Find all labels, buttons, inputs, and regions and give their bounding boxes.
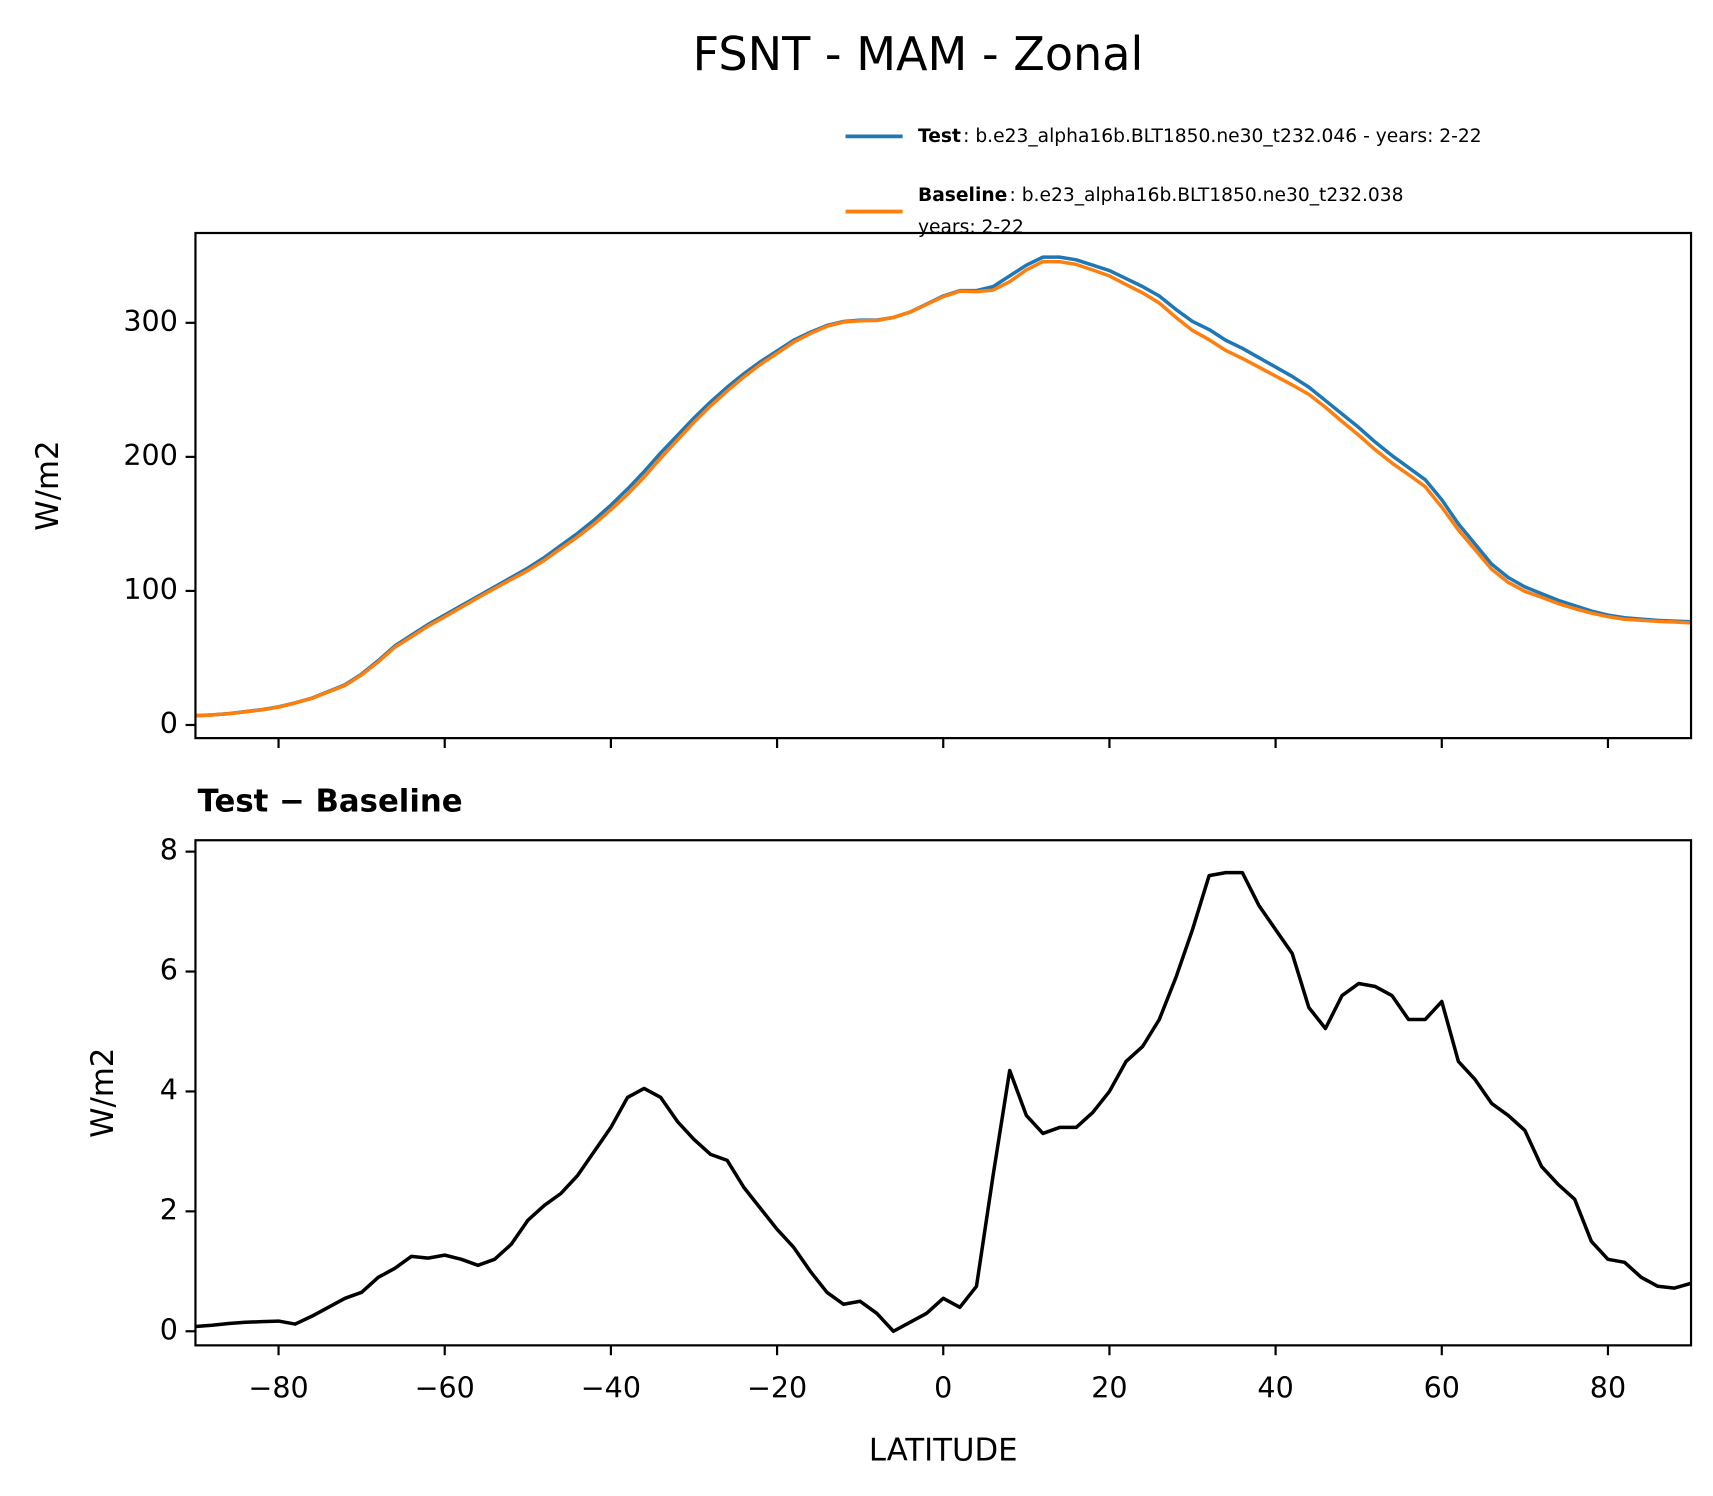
y-axis-label: W/m2	[30, 440, 66, 530]
x-tick-label: −40	[581, 1370, 641, 1404]
data-line	[195, 255, 1692, 718]
legend-description: years: 2-22	[918, 217, 1024, 238]
subplot-title: Test − Baseline	[198, 783, 463, 819]
y-tick-label: 6	[160, 953, 178, 987]
axes-frame	[194, 839, 1693, 1347]
x-tick-label: 20	[1091, 1370, 1127, 1404]
y-axis-label: W/m2	[85, 1048, 121, 1138]
y-tick-label: 0	[160, 706, 178, 740]
legend-description: : b.e23_alpha16b.BLT1850.ne30_t232.038	[1009, 185, 1403, 206]
x-tick-label: 40	[1257, 1370, 1293, 1404]
data-line	[195, 259, 1692, 718]
x-tick-label: −60	[415, 1370, 475, 1404]
x-tick-label: 0	[934, 1370, 952, 1404]
data-line	[195, 870, 1692, 1334]
legend-name: Test	[918, 126, 961, 147]
y-tick-label: 2	[160, 1192, 178, 1226]
y-tick-label: 0	[160, 1312, 178, 1346]
x-tick-label: 60	[1424, 1370, 1460, 1404]
chart-title: FSNT - MAM - Zonal	[693, 27, 1144, 81]
x-axis-label: LATITUDE	[869, 1432, 1018, 1468]
y-tick-label: 200	[123, 438, 177, 472]
y-tick-label: 300	[123, 304, 177, 338]
y-tick-label: 4	[160, 1072, 178, 1106]
x-tick-label: −80	[248, 1370, 308, 1404]
legend-description: : b.e23_alpha16b.BLT1850.ne30_t232.046 -…	[963, 126, 1482, 147]
axes-frame	[194, 231, 1693, 740]
legend-name: Baseline	[918, 185, 1007, 206]
x-tick-label: 80	[1590, 1370, 1626, 1404]
y-tick-label: 8	[160, 833, 178, 867]
x-tick-label: −20	[747, 1370, 807, 1404]
y-tick-label: 100	[123, 572, 177, 606]
